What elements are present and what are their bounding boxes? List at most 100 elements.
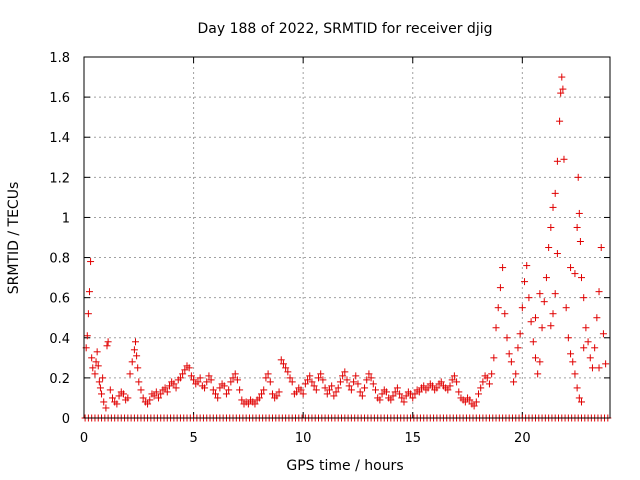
data-point xyxy=(501,310,509,318)
data-point xyxy=(201,384,209,392)
data-point xyxy=(196,374,204,382)
plot-border xyxy=(83,56,611,419)
data-point xyxy=(547,223,555,231)
data-point xyxy=(531,314,539,322)
data-point xyxy=(580,344,588,352)
data-point xyxy=(562,304,570,312)
y-tick-label: 0.6 xyxy=(49,292,70,307)
data-point xyxy=(336,378,344,386)
data-point xyxy=(212,390,219,398)
grid-lines xyxy=(84,57,610,418)
data-point xyxy=(284,368,292,376)
data-point xyxy=(93,348,101,356)
data-point xyxy=(382,388,390,396)
data-point xyxy=(273,392,281,400)
data-point xyxy=(567,350,575,358)
data-point xyxy=(444,386,452,394)
data-point xyxy=(84,310,92,318)
data-point xyxy=(402,392,410,400)
axis-ticks: 0 0.2 0.4 0.6 0.8 1 1.2 1.4 1.6 1.8 0 5 10 15 20 xyxy=(49,51,610,446)
data-point xyxy=(181,366,189,374)
data-point xyxy=(536,290,544,298)
data-point xyxy=(304,376,312,384)
x-tick-label: 10 xyxy=(295,431,312,446)
data-point xyxy=(450,372,458,380)
data-point xyxy=(365,370,373,378)
data-point xyxy=(455,388,463,396)
data-point xyxy=(203,378,211,386)
data-point xyxy=(396,390,404,398)
data-point xyxy=(170,380,178,388)
data-point xyxy=(323,390,331,398)
data-point xyxy=(597,244,605,252)
data-point xyxy=(214,394,222,402)
data-point xyxy=(584,338,592,346)
data-point xyxy=(106,386,114,394)
data-point xyxy=(573,384,581,392)
data-point xyxy=(499,264,507,272)
data-point xyxy=(297,386,305,394)
data-point xyxy=(137,386,145,394)
data-point xyxy=(588,364,596,372)
data-point xyxy=(315,374,323,382)
data-point xyxy=(100,398,108,406)
data-point xyxy=(299,390,307,398)
data-point xyxy=(312,386,320,394)
data-point xyxy=(576,238,584,246)
data-point xyxy=(525,294,533,302)
data-point xyxy=(453,378,461,386)
data-point xyxy=(96,384,104,392)
data-point xyxy=(262,374,270,382)
data-point xyxy=(152,388,160,396)
data-point xyxy=(354,380,362,388)
data-point xyxy=(510,378,518,386)
data-point xyxy=(321,384,329,392)
data-point xyxy=(89,364,97,372)
data-point xyxy=(560,155,568,163)
data-point xyxy=(205,372,213,380)
data-point xyxy=(391,388,399,396)
data-point xyxy=(128,358,136,366)
data-point xyxy=(424,384,432,392)
data-point xyxy=(393,384,401,392)
x-tick-label: 15 xyxy=(404,431,421,446)
data-point xyxy=(518,304,526,312)
y-tick-label: 1.2 xyxy=(49,171,70,186)
data-point xyxy=(483,374,491,382)
data-point xyxy=(277,356,285,364)
data-point xyxy=(556,117,564,125)
data-point xyxy=(95,378,103,386)
data-point xyxy=(150,392,158,400)
data-point xyxy=(387,396,395,404)
data-point xyxy=(485,380,493,388)
chart-title: Day 188 of 2022, SRMTID for receiver dji… xyxy=(198,21,493,37)
data-point xyxy=(85,288,93,296)
data-point xyxy=(332,388,340,396)
data-point xyxy=(99,374,107,382)
data-point xyxy=(593,314,601,322)
data-point xyxy=(134,364,142,372)
data-point xyxy=(409,394,417,402)
data-point xyxy=(124,394,132,402)
data-point xyxy=(225,386,233,394)
data-point xyxy=(279,360,287,368)
data-point xyxy=(339,372,347,380)
data-point xyxy=(220,382,228,390)
data-point xyxy=(529,338,537,346)
y-tick-label: 0.8 xyxy=(49,252,70,267)
x-tick-label: 20 xyxy=(514,431,531,446)
data-point xyxy=(595,288,603,296)
data-point xyxy=(376,396,384,404)
y-tick-label: 1.6 xyxy=(49,91,70,106)
data-point xyxy=(92,358,100,366)
data-point xyxy=(343,376,351,384)
data-point xyxy=(282,364,290,372)
data-point xyxy=(293,388,301,396)
data-point xyxy=(472,398,480,406)
data-point xyxy=(139,394,147,402)
data-point xyxy=(222,390,230,398)
data-point xyxy=(144,400,152,408)
data-point xyxy=(238,396,246,404)
data-point xyxy=(466,396,474,404)
data-point xyxy=(207,376,215,384)
